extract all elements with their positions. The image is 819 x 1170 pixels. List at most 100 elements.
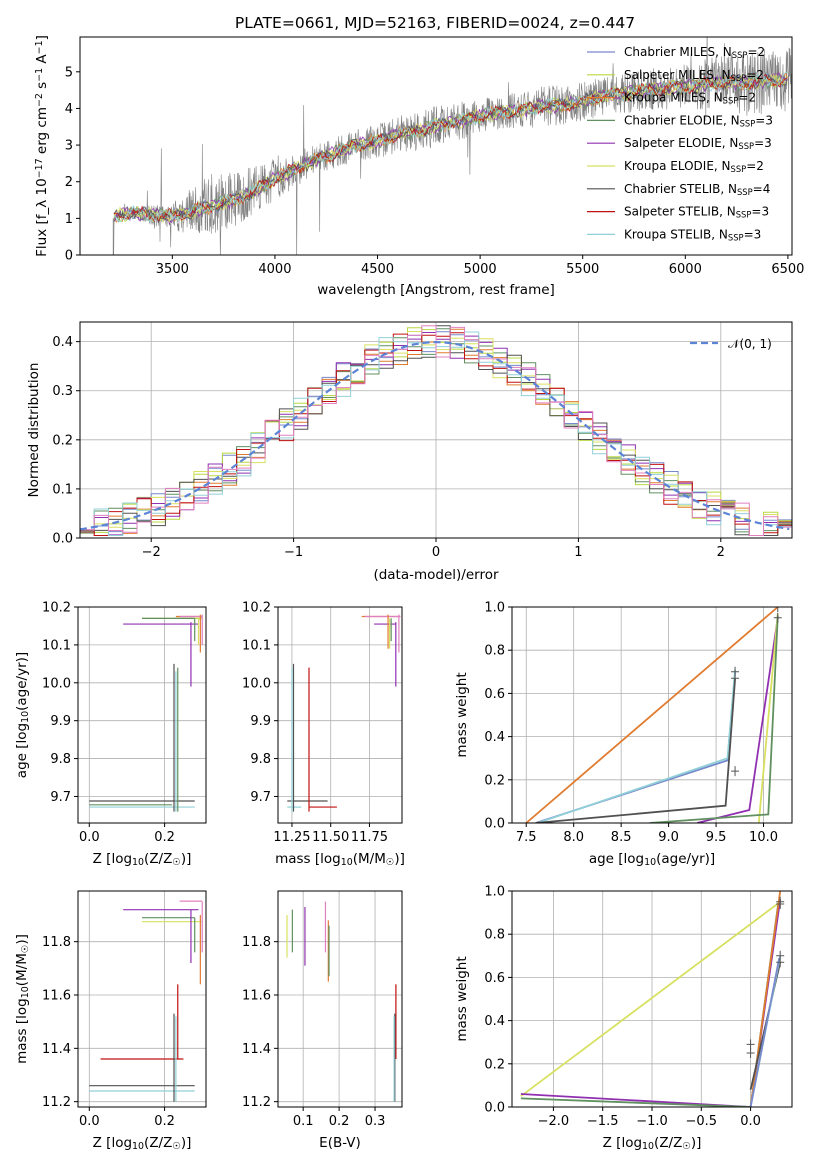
x-axis-label: Z [log10(Z/Z☉)] <box>93 851 192 868</box>
series-line-kroupa-miles <box>525 607 779 823</box>
error-mark <box>746 1048 755 1058</box>
series-line-kroupa-elodie <box>520 901 781 1097</box>
plot-area <box>287 614 401 812</box>
x-tick-label: 7.5 <box>516 830 537 845</box>
plot-area <box>520 891 785 1107</box>
x-tick-label: −2.0 <box>538 1114 570 1129</box>
residual-panel: −2 −1 0 1 2 0.0 0.1 0.2 0.3 0.4 𝒩(0, 1) (data-model… <box>26 321 793 583</box>
figure-title: PLATE=0661, MJD=52163, FIBERID=0024, z=0… <box>235 14 635 32</box>
x-axis-label: age [log10(age/yr)] <box>589 851 715 868</box>
error-mark <box>776 957 785 968</box>
y-tick-label: 9.9 <box>50 714 71 729</box>
spectrum-edge <box>111 218 114 255</box>
y-tick-label: 9.9 <box>250 714 271 729</box>
y-tick-label: 4 <box>65 102 73 117</box>
y-tick-label: 0.0 <box>52 532 73 547</box>
y-tick-label: 2 <box>65 175 73 190</box>
x-tick-label: 11.25 <box>273 830 310 845</box>
x-tick-label: 6500 <box>771 262 804 277</box>
x-tick-label: 4000 <box>258 262 291 277</box>
x-tick-label: 0.2 <box>154 830 175 845</box>
y-tick-label: 11.4 <box>242 1042 271 1057</box>
y-tick-label: 0.2 <box>484 773 505 788</box>
y-tick-label: 1 <box>65 212 73 227</box>
x-tick-label: 0.0 <box>79 1114 100 1129</box>
y-tick-label: 9.8 <box>50 752 71 767</box>
legend-label: Salpeter MILES, NSSP=2 <box>624 68 764 83</box>
y-tick-label: 0.6 <box>484 687 505 702</box>
x-axis-label: (data-model)/error <box>373 567 499 583</box>
x-tick-label: 0.0 <box>79 830 100 845</box>
x-axis-label: Z [log10(Z/Z☉)] <box>603 1135 702 1152</box>
y-tick-label: 1.0 <box>484 885 505 900</box>
age-vs-Z-panel: 0.0 0.2 9.7 9.8 9.9 10.0 10.1 10.2 Z [log10(Z/Z☉… <box>14 601 207 868</box>
error-mark <box>773 612 782 623</box>
y-axis-label: age [log10(age/yr)] <box>14 652 31 778</box>
axes-frame <box>277 890 403 1108</box>
series-line-kroupa-elodie <box>757 613 779 823</box>
plot-area <box>89 900 203 1102</box>
y-tick-label: 11.4 <box>42 1042 71 1057</box>
gridlines <box>78 606 206 823</box>
x-tick-label: 0.3 <box>365 1114 386 1129</box>
legend-label: Salpeter ELODIE, NSSP=3 <box>624 136 772 151</box>
age-vs-mass-panel: 11.25 11.50 11.75 9.7 9.8 9.9 10.0 10.1 10.2 mass… <box>242 601 405 869</box>
model-line-kroupa-elodie <box>113 73 788 224</box>
spectrum-panel: 3500 4000 4500 5000 5500 6000 6500 0 1 2 3 4 5 Chabri… <box>34 35 804 298</box>
x-tick-label: 9.5 <box>706 830 727 845</box>
x-tick-label: 0 <box>432 545 440 560</box>
x-tick-label: 2 <box>717 545 725 560</box>
y-tick-label: 11.6 <box>42 989 71 1004</box>
y-tick-label: 0 <box>65 249 73 264</box>
error-mark <box>731 673 740 684</box>
y-axis-label: Normed distribution <box>26 363 42 498</box>
x-tick-label: −1 <box>284 545 303 560</box>
y-axis-label: mass [log10(M/M☉)] <box>14 934 31 1064</box>
y-tick-label: 3 <box>65 139 73 154</box>
y-tick-label: 1.0 <box>484 601 505 616</box>
spectrum-legend: Chabrier MILES, NSSP=2 Salpeter MILES, NS… <box>587 45 773 242</box>
normal-curve-line <box>80 341 790 531</box>
y-axis-label: mass weight <box>454 672 470 757</box>
legend-label: 𝒩(0, 1) <box>728 337 772 351</box>
model-line-kroupa-stelib <box>113 72 788 223</box>
plot-area <box>80 325 792 536</box>
gridlines <box>278 606 402 823</box>
mass-weight-vs-Z-panel: −2.0 −1.5 −1.0 −0.5 0.0 0.0 0.2 0.4 0.6 0.8 1.0 Z [… <box>454 885 793 1152</box>
x-tick-label: 9.0 <box>658 830 679 845</box>
y-tick-label: 11.6 <box>242 989 271 1004</box>
y-tick-label: 10.0 <box>42 676 71 691</box>
y-tick-label: 10.1 <box>242 638 271 653</box>
y-tick-label: 11.2 <box>42 1095 71 1110</box>
x-tick-label: 0.2 <box>329 1114 350 1129</box>
x-tick-label: 8.5 <box>611 830 632 845</box>
y-tick-label: 0.4 <box>484 1014 505 1029</box>
y-tick-label: 0.4 <box>484 730 505 745</box>
legend-label: Chabrier MILES, NSSP=2 <box>624 45 765 60</box>
x-tick-label: 1 <box>574 545 582 560</box>
x-tick-label: 5000 <box>464 262 497 277</box>
mass-vs-EBV-panel: 0.1 0.2 0.3 11.2 11.4 11.6 11.8 E(B-V) <box>242 890 403 1151</box>
y-tick-label: 0.3 <box>52 384 73 399</box>
error-mark <box>746 1039 755 1050</box>
y-tick-label: 0.2 <box>484 1057 505 1072</box>
legend-label: Kroupa STELIB, NSSP=3 <box>624 227 761 242</box>
plot-area <box>286 901 397 1102</box>
x-tick-label: 11.50 <box>312 830 349 845</box>
y-tick-label: 11.8 <box>242 935 271 950</box>
x-tick-label: −1.5 <box>587 1114 619 1129</box>
x-axis-label: E(B-V) <box>319 1135 361 1151</box>
x-tick-label: 6000 <box>669 262 702 277</box>
series-line-chabrier-stelib <box>535 678 736 823</box>
x-tick-label: 5500 <box>566 262 599 277</box>
legend-label: Kroupa MILES, NSSP=2 <box>624 91 756 106</box>
axes-frame <box>77 606 207 824</box>
series-line-chabrier-miles <box>749 957 781 1107</box>
y-axis-label: mass weight <box>454 956 470 1041</box>
model-line-salpeter-elodie <box>113 72 788 226</box>
y-tick-label: 0.0 <box>484 1101 505 1116</box>
x-axis-label: Z [log10(Z/Z☉)] <box>93 1135 192 1152</box>
series-line-kroupa-miles <box>749 891 782 1107</box>
plot-area <box>525 607 782 823</box>
y-tick-label: 11.2 <box>242 1095 271 1110</box>
